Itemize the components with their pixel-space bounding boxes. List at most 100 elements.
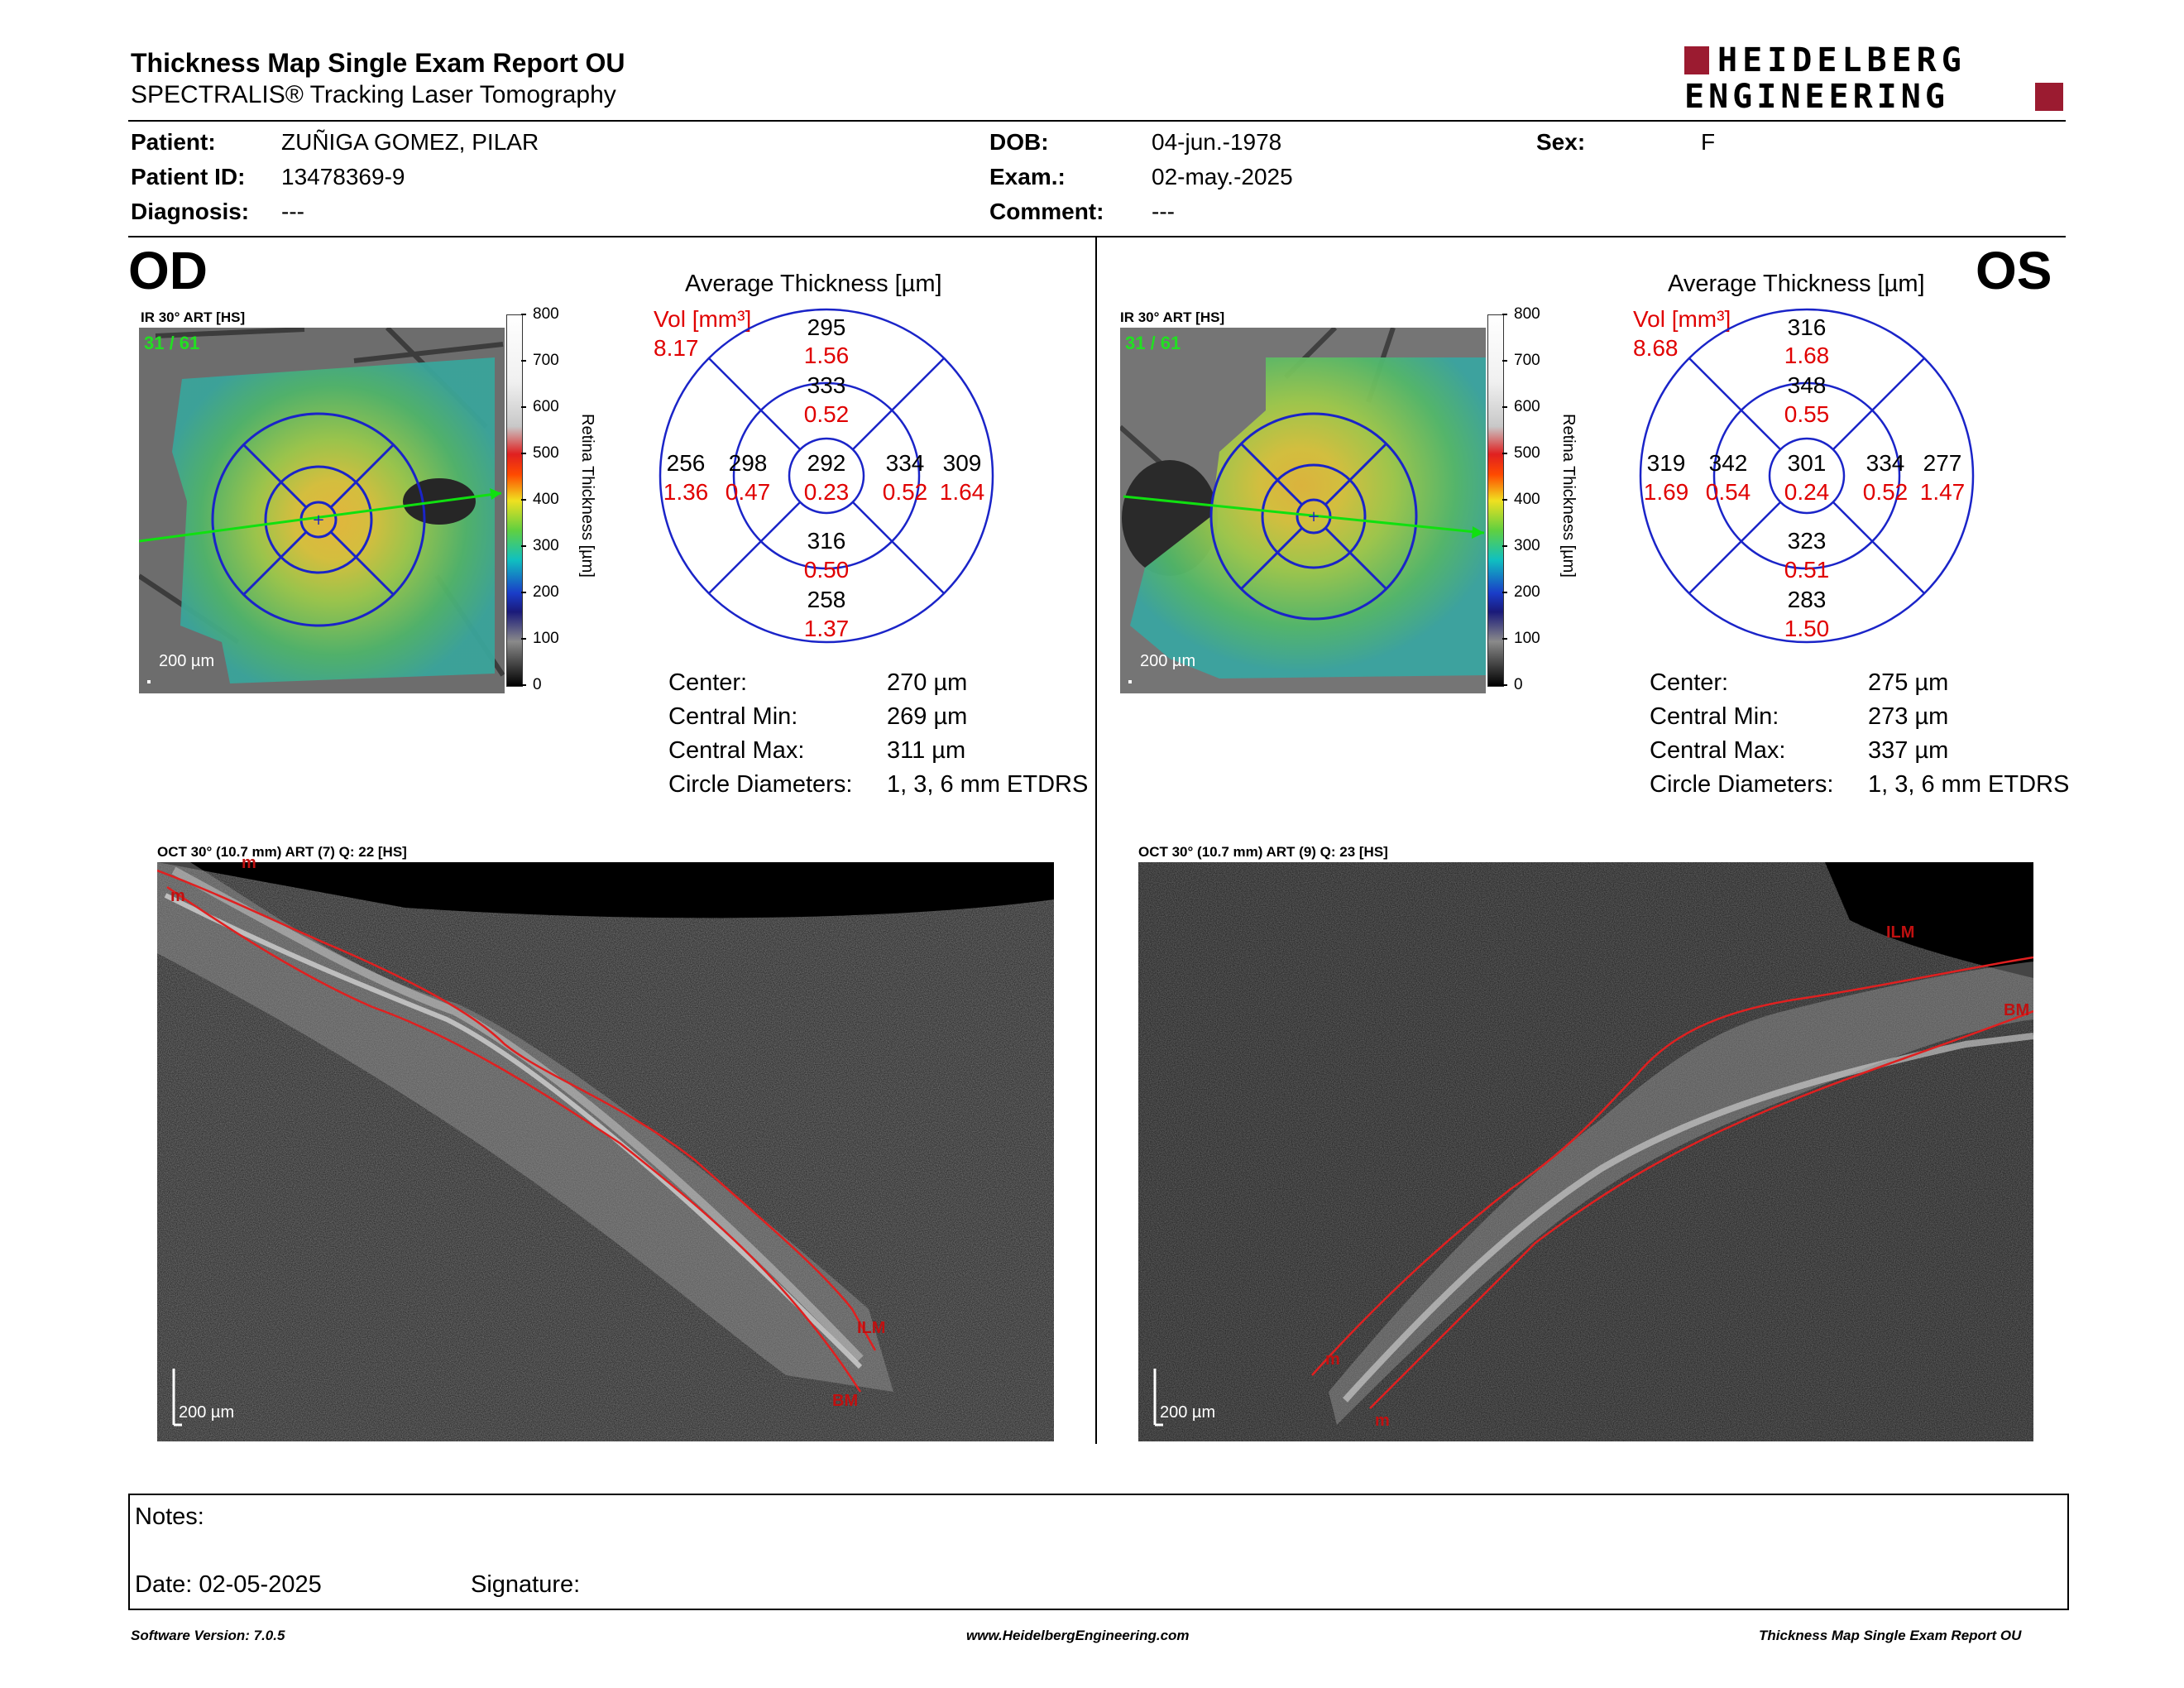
os-avg-title: Average Thickness [µm] bbox=[1668, 271, 1925, 297]
notes-box[interactable]: Notes: Date: 02-05-2025 Signature: bbox=[128, 1494, 2069, 1610]
os-stat-max-label: Central Max: bbox=[1650, 737, 1786, 764]
os-inner-nas-vol: 0.52 bbox=[1862, 479, 1909, 505]
os-outer-temp-vol: 1.69 bbox=[1643, 479, 1689, 505]
od-oct-caption: OCT 30° (10.7 mm) ART (7) Q: 22 [HS] bbox=[157, 844, 407, 860]
od-stat-center-value: 270 µm bbox=[887, 669, 968, 696]
os-frame-count: 31 / 61 bbox=[1125, 333, 1181, 353]
od-ir-scalebar: 200 µm bbox=[159, 652, 215, 670]
scale-tick-mark bbox=[1502, 592, 1507, 593]
scale-tick-mark bbox=[521, 406, 526, 408]
od-inner-inf-vol: 0.50 bbox=[803, 557, 850, 583]
scale-tick-label: 600 bbox=[533, 398, 559, 415]
os-outer-sup: 316 bbox=[1787, 314, 1827, 340]
exam-value: 02-may.-2025 bbox=[1152, 164, 1293, 189]
os-ir-caption: IR 30° ART [HS] bbox=[1120, 309, 1225, 325]
os-inner-temp: 342 bbox=[1708, 450, 1748, 476]
od-inner-temp-vol: 0.47 bbox=[725, 479, 771, 505]
od-outer-temp-vol: 1.36 bbox=[663, 479, 709, 505]
os-inner-inf: 323 bbox=[1787, 528, 1827, 554]
scale-tick-label: 100 bbox=[1514, 630, 1540, 647]
scale-tick-mark bbox=[1502, 406, 1507, 408]
od-stat-diam-label: Circle Diameters: bbox=[668, 771, 853, 798]
os-outer-nas: 277 bbox=[1923, 450, 1962, 476]
report-title: Thickness Map Single Exam Report OU bbox=[131, 48, 625, 78]
os-stat-center-label: Center: bbox=[1650, 669, 1729, 696]
od-oct-m-top: m bbox=[242, 854, 256, 872]
patient-label: Patient: bbox=[131, 129, 216, 155]
os-inner-nas: 334 bbox=[1866, 450, 1905, 476]
od-stat-max-label: Central Max: bbox=[668, 737, 805, 764]
patient-id-label: Patient ID: bbox=[131, 164, 246, 189]
software-version: Software Version: 7.0.5 bbox=[131, 1628, 285, 1643]
od-fundus-thickness-map: + 31 / 61 200 µm bbox=[137, 325, 505, 693]
scale-tick-label: 500 bbox=[533, 444, 559, 462]
od-outer-temp: 256 bbox=[666, 450, 706, 476]
os-inner-inf-vol: 0.51 bbox=[1784, 557, 1830, 583]
footer-report-name: Thickness Map Single Exam Report OU bbox=[1759, 1628, 2022, 1643]
scale-tick-mark bbox=[521, 360, 526, 362]
os-stat-max-value: 337 µm bbox=[1868, 737, 1949, 764]
od-stat-max-value: 311 µm bbox=[887, 737, 966, 764]
od-oct-m-left: m bbox=[170, 887, 185, 905]
od-outer-inf-vol: 1.37 bbox=[803, 616, 850, 641]
patient-name: ZUÑIGA GOMEZ, PILAR bbox=[281, 129, 539, 155]
scale-tick-label: 800 bbox=[1514, 305, 1540, 323]
od-stat-diam-value: 1, 3, 6 mm ETDRS bbox=[887, 771, 1089, 798]
os-fundus-thickness-map: + 31 / 61 200 µm bbox=[1118, 325, 1486, 693]
os-oct-m-bottom: m bbox=[1375, 1412, 1390, 1430]
od-oct-bm-label: BM bbox=[832, 1392, 859, 1410]
os-stat-diam-label: Circle Diameters: bbox=[1650, 771, 1834, 798]
os-label: OS bbox=[1976, 241, 2052, 300]
logo-line1: HEIDELBERG bbox=[1717, 41, 1966, 79]
od-inner-inf: 316 bbox=[807, 528, 846, 554]
os-inner-sup: 348 bbox=[1787, 372, 1827, 398]
od-stat-min-label: Central Min: bbox=[668, 703, 798, 730]
scale-tick-label: 700 bbox=[1514, 352, 1540, 369]
dob-value: 04-jun.-1978 bbox=[1152, 129, 1282, 155]
notes-label: Notes: bbox=[135, 1503, 204, 1530]
scale-tick-label: 500 bbox=[1514, 444, 1540, 462]
scale-tick-mark bbox=[1502, 314, 1507, 315]
os-outer-temp: 319 bbox=[1646, 450, 1686, 476]
scale-tick-label: 600 bbox=[1514, 398, 1540, 415]
os-thickness-scale: 800 700 600 500 400 300 200 100 0 Retina Thickne… bbox=[1487, 305, 1587, 693]
scale-tick-label: 300 bbox=[533, 537, 559, 554]
os-inner-temp-vol: 0.54 bbox=[1705, 479, 1751, 505]
os-ir-scalebar-mark bbox=[1128, 680, 1132, 683]
os-oct-bm-label: BM bbox=[2004, 1001, 2030, 1019]
svg-text:+: + bbox=[312, 511, 324, 529]
dob-label: DOB: bbox=[989, 129, 1049, 155]
scale-tick-mark bbox=[521, 499, 526, 501]
od-outer-inf: 258 bbox=[807, 587, 846, 612]
scale-tick-label: 400 bbox=[533, 491, 559, 508]
os-stat-min-label: Central Min: bbox=[1650, 703, 1779, 730]
os-center: 301 bbox=[1787, 450, 1827, 476]
od-stat-min-value: 269 µm bbox=[887, 703, 968, 730]
heidelberg-logo: HEIDELBERG ENGINEERING bbox=[1684, 43, 2065, 116]
os-scale-label: Retina Thickness [µm] bbox=[1559, 414, 1578, 578]
od-ir-scalebar-mark bbox=[147, 680, 151, 683]
scale-tick-mark bbox=[521, 684, 526, 686]
scale-tick-mark bbox=[521, 545, 526, 547]
os-vol-value: 8.68 bbox=[1633, 335, 1679, 361]
od-avg-title: Average Thickness [µm] bbox=[685, 271, 942, 297]
od-inner-sup: 333 bbox=[807, 372, 846, 398]
od-inner-nas-vol: 0.52 bbox=[882, 479, 928, 505]
scale-tick-label: 400 bbox=[1514, 491, 1540, 508]
od-outer-sup-vol: 1.56 bbox=[803, 343, 850, 368]
od-frame-count: 31 / 61 bbox=[144, 333, 200, 353]
od-vol-label: Vol [mm³] bbox=[654, 306, 752, 332]
os-oct-scalebar: 200 µm bbox=[1160, 1403, 1216, 1422]
exam-label: Exam.: bbox=[989, 164, 1066, 189]
od-center: 292 bbox=[807, 450, 846, 476]
scale-tick-mark bbox=[1502, 360, 1507, 362]
od-vol-value: 8.17 bbox=[654, 335, 699, 361]
scale-tick-label: 200 bbox=[533, 583, 559, 601]
scale-tick-mark bbox=[1502, 638, 1507, 640]
patient-id: 13478369-9 bbox=[281, 164, 405, 189]
od-etdrs-grid: 295 1.56 333 0.52 256 1.36 298 0.47 292 … bbox=[659, 308, 994, 644]
os-oct-ilm-label: ILM bbox=[1886, 923, 1915, 942]
scale-tick-mark bbox=[521, 314, 526, 315]
website-link[interactable]: www.HeidelbergEngineering.com bbox=[966, 1628, 1190, 1643]
diagnosis-value: --- bbox=[281, 199, 304, 224]
